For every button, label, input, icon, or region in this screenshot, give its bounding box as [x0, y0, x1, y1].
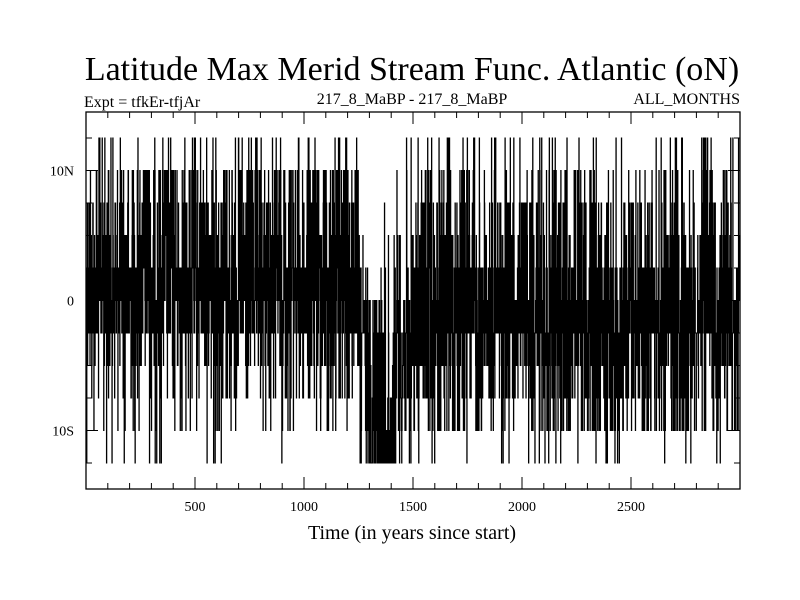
x-tick-label: 2500	[617, 500, 645, 515]
x-tick-label: 2000	[508, 500, 536, 515]
y-tick-label: 10S	[52, 425, 74, 440]
subtitle-right: ALL_MONTHS	[633, 91, 740, 108]
x-tick-label: 1000	[290, 500, 318, 515]
plot-frame	[85, 111, 741, 490]
x-tick-label: 500	[185, 500, 206, 515]
subtitle-left: Expt = tfkEr-tfjAr	[84, 94, 201, 111]
chart-title: Latitude Max Merid Stream Func. Atlantic…	[85, 51, 739, 88]
axes-layer: 10N 0 10S 500 1000 1500 2000 2500	[50, 112, 740, 515]
x-axis-label: Time (in years since start)	[308, 522, 516, 544]
y-tick-label: 0	[67, 295, 74, 310]
y-tick-label: 10N	[50, 165, 74, 180]
series-layer	[85, 137, 741, 464]
series-line	[85, 137, 741, 464]
x-tick-label: 1500	[399, 500, 427, 515]
subtitle-center: 217_8_MaBP - 217_8_MaBP	[317, 91, 508, 108]
